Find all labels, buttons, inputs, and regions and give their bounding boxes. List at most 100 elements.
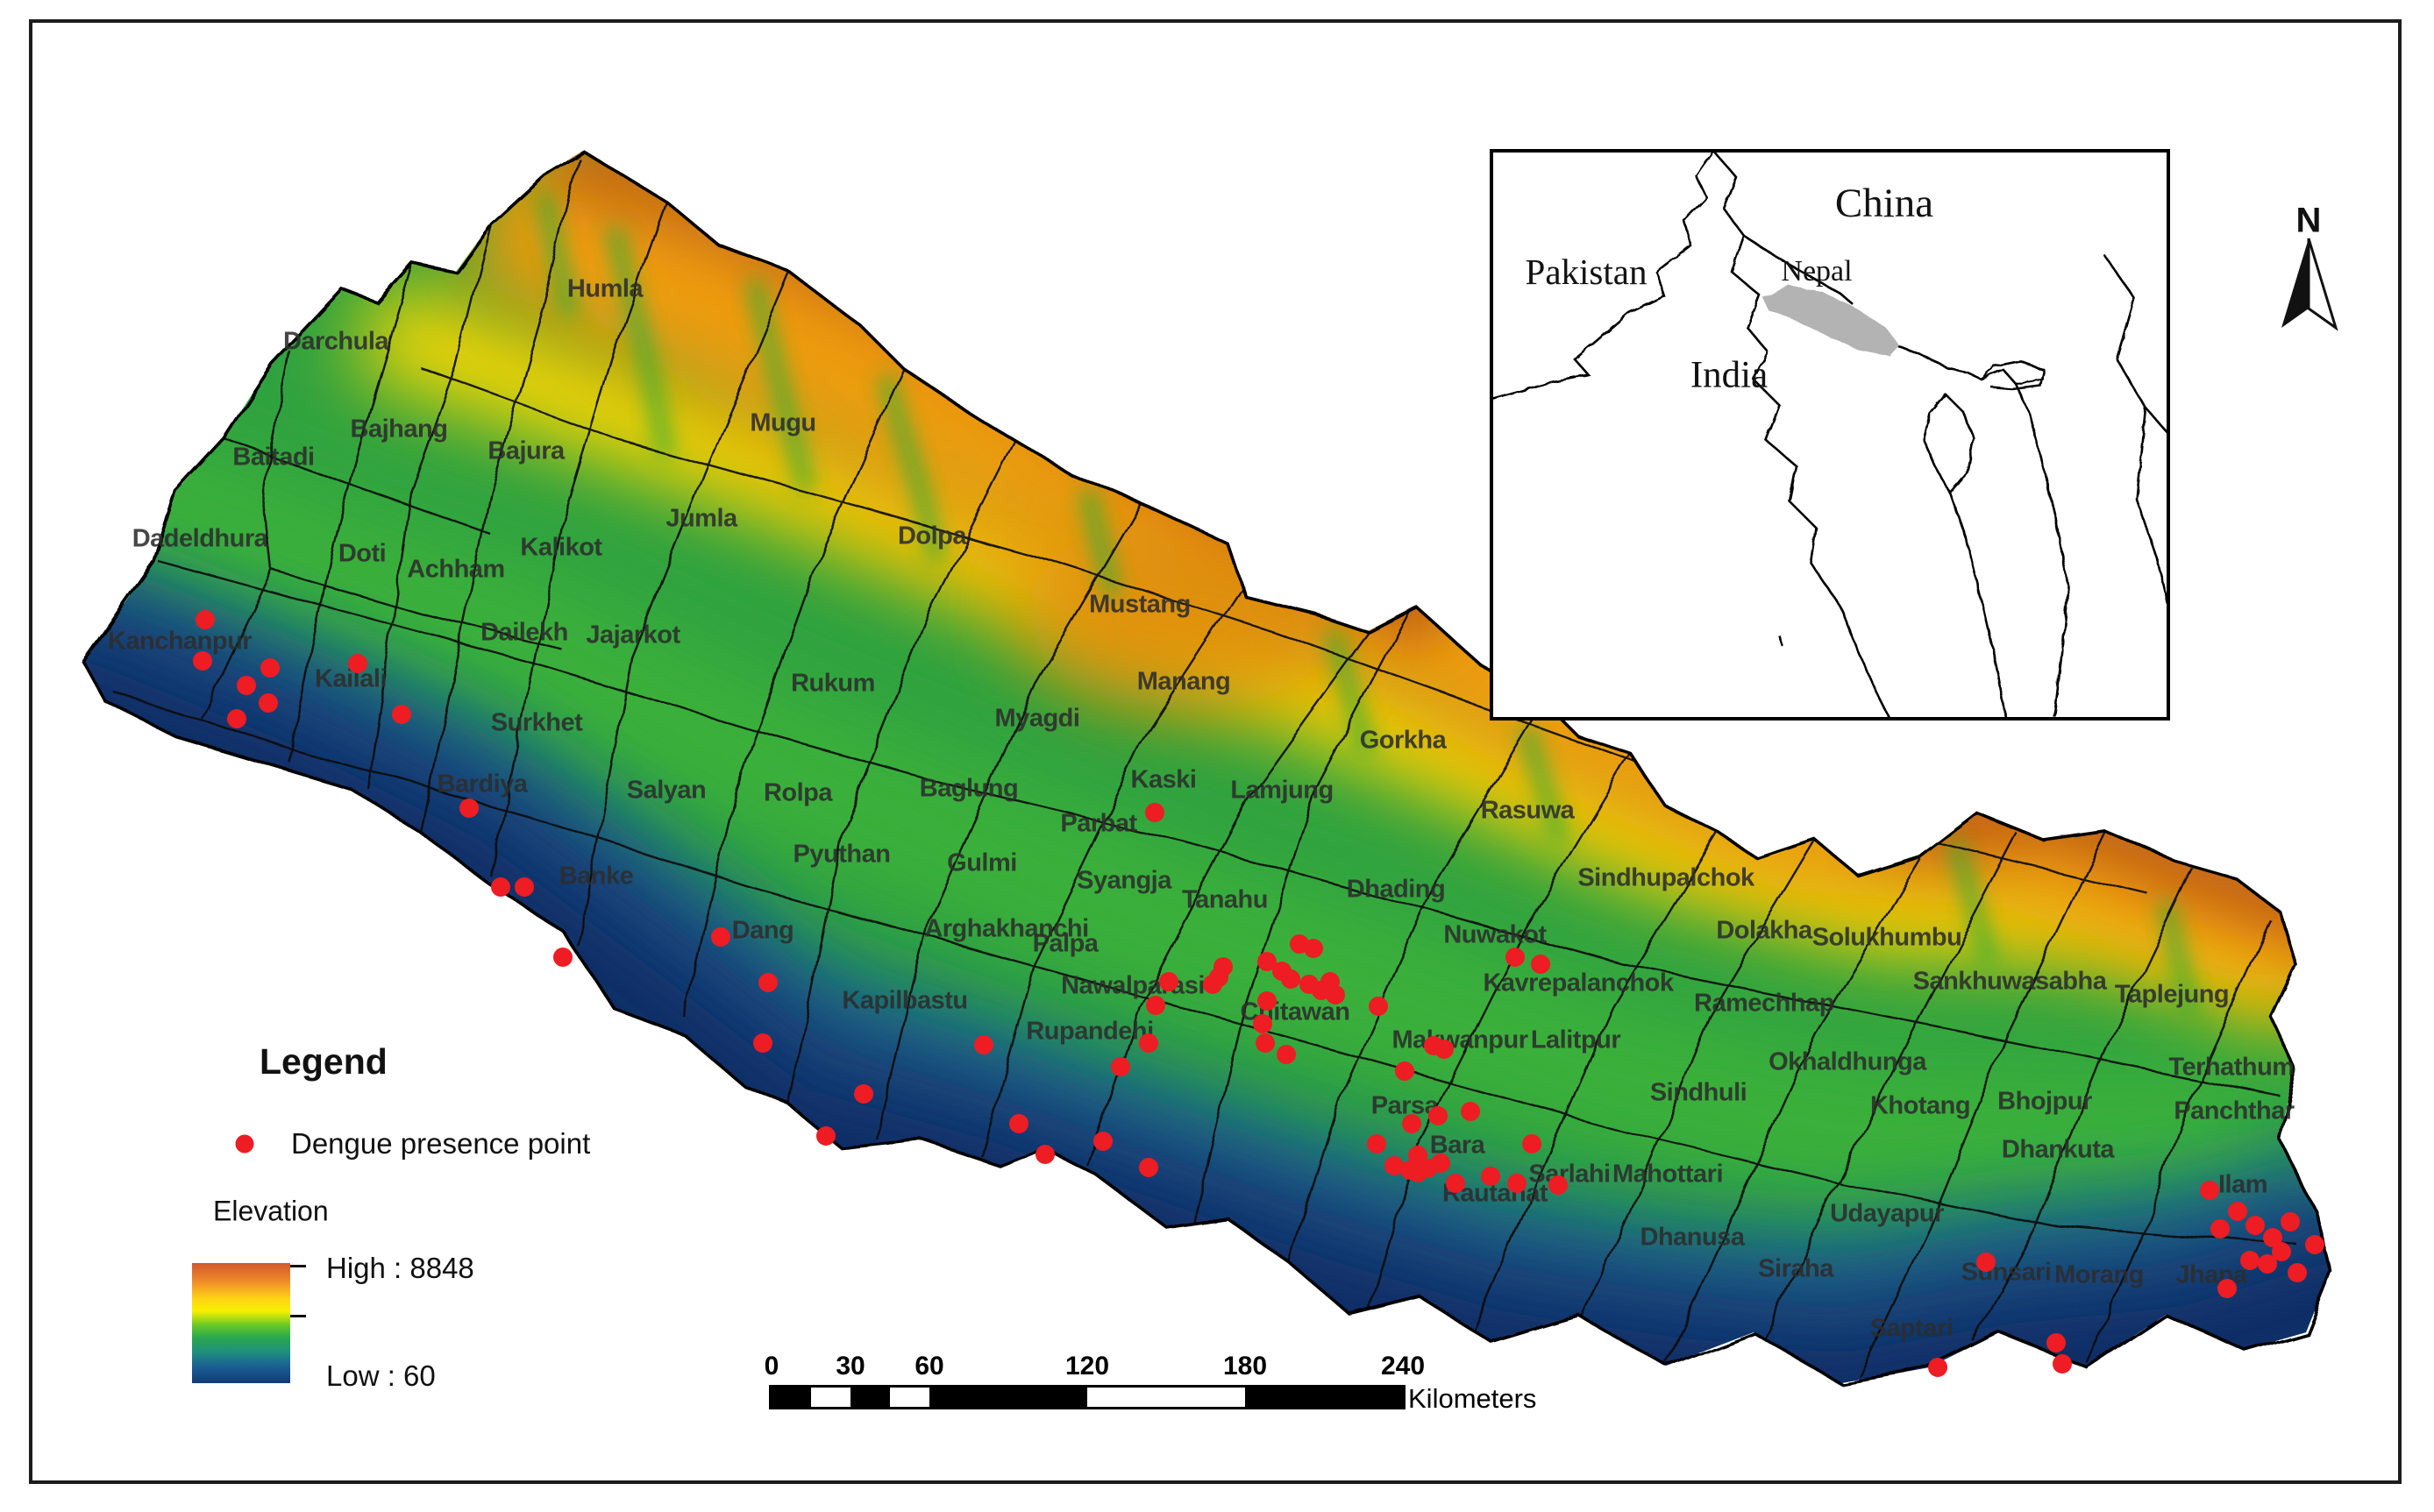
dengue-presence-point bbox=[854, 1084, 873, 1104]
district-label-mahottari: Mahottari bbox=[1612, 1160, 1724, 1189]
scalebar-segment bbox=[890, 1388, 929, 1407]
dengue-presence-point bbox=[1159, 972, 1178, 991]
district-label-nawalparasi: Nawalparasi bbox=[1061, 971, 1205, 1000]
dengue-presence-point bbox=[259, 693, 278, 713]
district-label-terhathum: Terhathum bbox=[2168, 1053, 2295, 1082]
district-label-rasuwa: Rasuwa bbox=[1480, 796, 1575, 825]
district-label-baitadi: Baitadi bbox=[232, 443, 315, 472]
dengue-presence-point bbox=[1203, 975, 1222, 994]
scalebar-segment bbox=[811, 1388, 850, 1407]
district-label-arghakhanchi: Arghakhanchi bbox=[924, 914, 1089, 943]
district-label-dhading: Dhading bbox=[1346, 875, 1446, 904]
legend-elevation-title: Elevation bbox=[213, 1195, 329, 1227]
figure-frame-border bbox=[29, 19, 2402, 1484]
district-label-kaski: Kaski bbox=[1130, 765, 1197, 794]
district-label-sindhupalchok: Sindhupalchok bbox=[1577, 863, 1754, 892]
dengue-presence-point bbox=[1976, 1253, 1996, 1272]
dengue-presence-point bbox=[974, 1035, 993, 1054]
dengue-presence-point bbox=[2240, 1251, 2260, 1270]
dengue-presence-point bbox=[1277, 1045, 1296, 1064]
dengue-presence-point bbox=[260, 658, 280, 678]
scalebar-tick-60: 60 bbox=[915, 1352, 944, 1381]
dengue-presence-point bbox=[1111, 1057, 1130, 1076]
district-label-kanchanpur: Kanchanpur bbox=[107, 627, 253, 656]
dengue-presence-point bbox=[1146, 996, 1165, 1015]
district-label-dadeldhura: Dadeldhura bbox=[132, 524, 268, 553]
legend-dengue-dot-icon bbox=[235, 1134, 254, 1154]
dengue-presence-point bbox=[1369, 997, 1388, 1016]
dengue-presence-point bbox=[2053, 1354, 2072, 1374]
dengue-presence-point bbox=[1367, 1134, 1386, 1154]
dengue-presence-point bbox=[1036, 1145, 1055, 1164]
dengue-presence-point bbox=[1145, 803, 1164, 822]
dengue-presence-point bbox=[1507, 1174, 1527, 1193]
dengue-presence-point bbox=[1505, 948, 1525, 967]
scalebar-unit-label: Kilometers bbox=[1408, 1383, 1537, 1414]
scalebar-segment bbox=[929, 1388, 1087, 1407]
district-label-siraha: Siraha bbox=[1758, 1254, 1833, 1283]
elevation-color-ramp bbox=[192, 1263, 290, 1383]
dengue-presence-point bbox=[2228, 1202, 2247, 1221]
dengue-presence-point bbox=[1093, 1132, 1113, 1151]
district-label-makwanpur: Makwanpur bbox=[1391, 1026, 1528, 1054]
dengue-presence-point bbox=[1009, 1114, 1028, 1133]
district-boundaries bbox=[113, 157, 2298, 1377]
district-label-jumla: Jumla bbox=[665, 504, 737, 533]
dengue-presence-point bbox=[1431, 1154, 1450, 1173]
district-label-dolpa: Dolpa bbox=[897, 522, 967, 550]
district-label-salyan: Salyan bbox=[626, 776, 707, 805]
legend-low-label: Low : 60 bbox=[326, 1359, 436, 1392]
district-label-kapilbastu: Kapilbastu bbox=[842, 986, 968, 1015]
inset-locator-map bbox=[1490, 149, 2170, 721]
district-label-dhanusa: Dhanusa bbox=[1640, 1223, 1745, 1252]
district-label-sankhuwasabha: Sankhuwasabha bbox=[1912, 967, 2107, 996]
district-label-gorkha: Gorkha bbox=[1359, 726, 1447, 755]
scalebar-tick-0: 0 bbox=[764, 1352, 779, 1381]
dengue-presence-point bbox=[1384, 1156, 1404, 1175]
dengue-presence-point bbox=[1281, 969, 1300, 989]
dengue-presence-point bbox=[2046, 1333, 2066, 1352]
dengue-presence-point bbox=[196, 610, 215, 629]
district-label-solukhumbu: Solukhumbu bbox=[1811, 923, 1962, 952]
district-label-sunsari: Sunsari bbox=[1961, 1258, 2052, 1287]
dengue-presence-point bbox=[392, 705, 411, 724]
dengue-presence-point bbox=[1522, 1134, 1541, 1154]
inset-country-borders bbox=[1491, 150, 2170, 718]
scalebar-segment bbox=[850, 1388, 890, 1407]
dengue-presence-point bbox=[1548, 1175, 1568, 1195]
district-label-sindhuli: Sindhuli bbox=[1649, 1078, 1747, 1107]
dengue-presence-point bbox=[2210, 1219, 2230, 1239]
dengue-presence-point bbox=[1304, 939, 1323, 958]
dengue-presence-point bbox=[1481, 1167, 1500, 1186]
dengue-presence-point bbox=[2200, 1181, 2219, 1200]
district-label-jajarkot: Jajarkot bbox=[586, 621, 680, 650]
district-label-kavrepalanchok: Kavrepalanchok bbox=[1483, 969, 1674, 997]
district-label-mustang: Mustang bbox=[1089, 590, 1191, 619]
dengue-presence-point bbox=[1461, 1102, 1480, 1121]
north-arrow-icon bbox=[2281, 238, 2338, 331]
dengue-presence-point bbox=[758, 973, 778, 992]
inset-label-nepal: Nepal bbox=[1781, 255, 1853, 287]
district-label-ramechhap: Ramechhap bbox=[1694, 989, 1834, 1018]
district-label-sarlahi: Sarlahi bbox=[1528, 1160, 1611, 1189]
district-label-dang: Dang bbox=[731, 916, 794, 945]
scalebar-segment bbox=[1245, 1388, 1403, 1407]
legend-high-label: High : 8848 bbox=[326, 1252, 474, 1284]
district-label-mugu: Mugu bbox=[750, 408, 816, 437]
district-label-bhojpur: Bhojpur bbox=[1997, 1087, 2092, 1116]
district-label-saptari: Saptari bbox=[1869, 1314, 1954, 1343]
district-label-banke: Banke bbox=[559, 862, 634, 891]
district-label-rolpa: Rolpa bbox=[763, 778, 833, 807]
dengue-presence-point bbox=[1434, 1040, 1454, 1059]
district-label-baglung: Baglung bbox=[919, 774, 1019, 803]
district-label-dhankuta: Dhankuta bbox=[2001, 1135, 2115, 1164]
district-label-rukum: Rukum bbox=[791, 669, 875, 698]
district-label-achham: Achham bbox=[407, 555, 505, 584]
dengue-presence-point bbox=[1257, 991, 1277, 1011]
dengue-presence-point bbox=[2305, 1235, 2324, 1254]
district-label-okhaldhunga: Okhaldhunga bbox=[1769, 1047, 1926, 1076]
district-label-myagdi: Myagdi bbox=[994, 704, 1080, 733]
dengue-presence-point bbox=[515, 877, 534, 897]
district-label-morang: Morang bbox=[2054, 1260, 2144, 1289]
